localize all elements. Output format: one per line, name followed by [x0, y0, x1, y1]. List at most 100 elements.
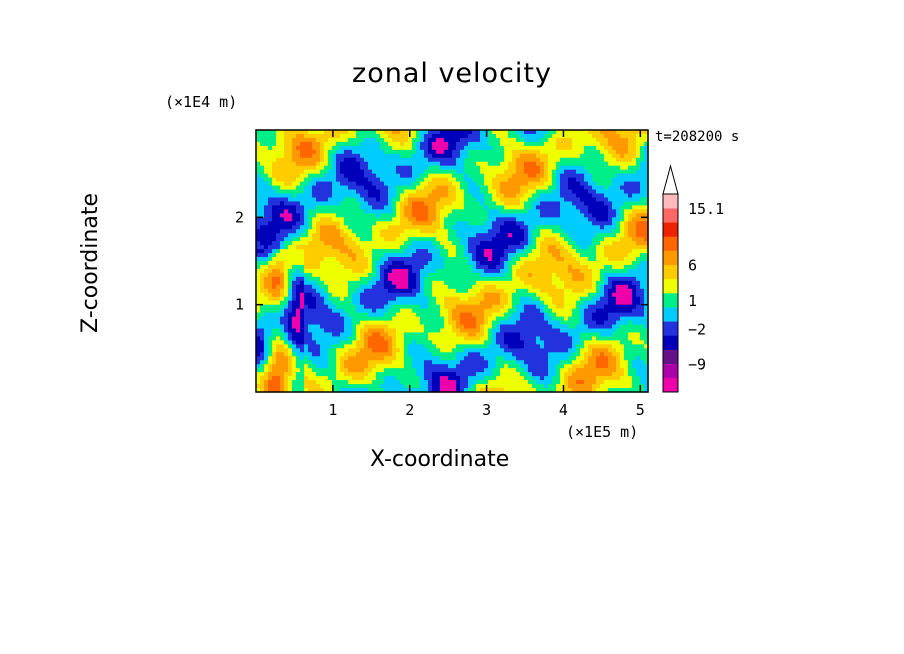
heatmap-cell	[472, 145, 477, 151]
heatmap-cell	[388, 209, 393, 214]
heatmap-cell	[328, 177, 333, 183]
heatmap-cell	[608, 181, 613, 187]
heatmap-cell	[364, 257, 369, 262]
heatmap-cell	[480, 288, 485, 294]
heatmap-cell	[480, 308, 485, 314]
heatmap-cell	[616, 181, 621, 187]
heatmap-cell	[436, 288, 441, 294]
heatmap-cell	[300, 201, 305, 207]
heatmap-cell	[520, 205, 525, 210]
heatmap-cell	[488, 169, 493, 175]
heatmap-cell	[416, 213, 421, 218]
heatmap-cell	[588, 145, 593, 151]
heatmap-cell	[592, 233, 597, 238]
heatmap-cell	[476, 165, 481, 171]
heatmap-cell	[476, 288, 481, 294]
heatmap-cell	[328, 312, 333, 318]
heatmap-cell	[404, 237, 409, 242]
heatmap-cell	[348, 328, 353, 334]
heatmap-cell	[532, 328, 537, 334]
heatmap-cell	[372, 133, 377, 139]
heatmap-cell	[588, 268, 593, 274]
heatmap-cell	[296, 205, 301, 210]
heatmap-cell	[640, 205, 645, 210]
heatmap-cell	[568, 237, 573, 242]
heatmap-cell	[388, 292, 393, 298]
heatmap-cell	[396, 284, 401, 290]
heatmap-cell	[580, 153, 585, 159]
heatmap-cell	[588, 264, 593, 270]
heatmap-cell	[512, 130, 517, 135]
heatmap-cell	[404, 165, 409, 171]
heatmap-cell	[484, 276, 489, 282]
heatmap-cell	[424, 312, 429, 318]
heatmap-cell	[344, 308, 349, 314]
heatmap-cell	[576, 209, 581, 214]
heatmap-cell	[488, 189, 493, 195]
heatmap-cell	[556, 316, 561, 322]
heatmap-cell	[520, 177, 525, 183]
heatmap-cell	[404, 213, 409, 218]
heatmap-cell	[564, 233, 569, 238]
heatmap-cell	[320, 324, 325, 330]
heatmap-cell	[620, 197, 625, 203]
heatmap-cell	[420, 324, 425, 330]
heatmap-cell	[376, 264, 381, 270]
heatmap-cell	[264, 328, 269, 334]
heatmap-cell	[528, 213, 533, 218]
heatmap-cell	[480, 221, 485, 226]
heatmap-cell	[640, 193, 645, 199]
heatmap-cell	[520, 276, 525, 282]
heatmap-cell	[632, 169, 637, 175]
heatmap-cell	[404, 280, 409, 286]
heatmap-cell	[412, 141, 417, 147]
heatmap-cell	[644, 161, 649, 167]
heatmap-cell	[456, 245, 461, 250]
heatmap-cell	[604, 296, 609, 302]
heatmap-cell	[588, 209, 593, 214]
heatmap-cell	[368, 300, 373, 306]
heatmap-cell	[584, 308, 589, 314]
heatmap-cell	[256, 249, 261, 254]
heatmap-cell	[396, 189, 401, 195]
heatmap-cell	[296, 284, 301, 290]
heatmap-cell	[472, 141, 477, 147]
heatmap-cell	[604, 225, 609, 230]
heatmap-cell	[564, 145, 569, 151]
heatmap-cell	[368, 173, 373, 179]
heatmap-cell	[604, 324, 609, 330]
heatmap-cell	[512, 249, 517, 254]
heatmap-cell	[604, 268, 609, 274]
heatmap-cell	[340, 245, 345, 250]
heatmap-cell	[568, 221, 573, 226]
heatmap-cell	[448, 308, 453, 314]
heatmap-cell	[484, 241, 489, 246]
heatmap-cell	[628, 264, 633, 270]
heatmap-cell	[332, 257, 337, 262]
heatmap-cell	[344, 181, 349, 187]
heatmap-cell	[316, 304, 321, 310]
heatmap-cell	[544, 257, 549, 262]
heatmap-cell	[256, 173, 261, 179]
heatmap-cell	[260, 241, 265, 246]
heatmap-cell	[396, 213, 401, 218]
heatmap-cell	[584, 177, 589, 183]
heatmap-cell	[376, 149, 381, 155]
heatmap-cell	[300, 253, 305, 258]
heatmap-cell	[452, 245, 457, 250]
heatmap-cell	[484, 312, 489, 318]
heatmap-cell	[640, 245, 645, 250]
heatmap-cell	[508, 296, 513, 302]
heatmap-cell	[600, 213, 605, 218]
heatmap-cell	[596, 253, 601, 258]
heatmap-cell	[292, 213, 297, 218]
heatmap-cell	[572, 264, 577, 270]
heatmap-cell	[444, 145, 449, 151]
heatmap-cell	[592, 292, 597, 298]
heatmap-cell	[572, 169, 577, 175]
heatmap-cell	[272, 268, 277, 274]
heatmap-cell	[384, 165, 389, 171]
heatmap-cell	[340, 165, 345, 171]
heatmap-cell	[432, 320, 437, 326]
heatmap-cell	[640, 312, 645, 318]
